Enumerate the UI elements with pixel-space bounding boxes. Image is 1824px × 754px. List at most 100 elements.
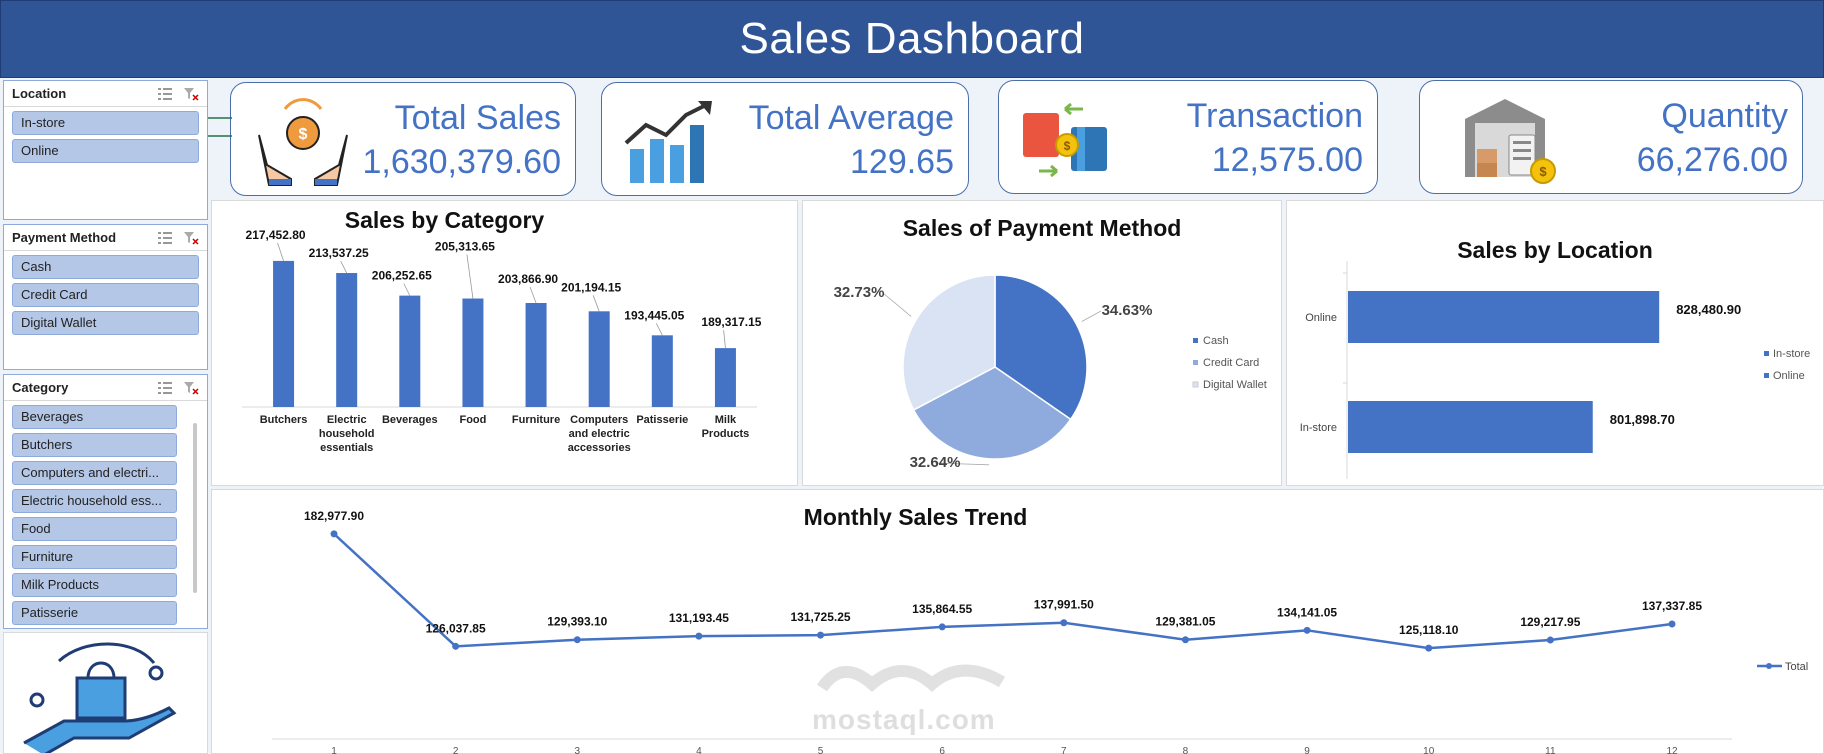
legend-swatch — [1193, 360, 1198, 365]
series-line-total — [333, 532, 1673, 650]
slicer-item-computers[interactable]: Computers and electri... — [12, 461, 177, 485]
slicer-scrollbar[interactable] — [193, 423, 197, 593]
slicer-title: Category — [12, 380, 69, 395]
data-label: 129,217.95 — [1520, 615, 1580, 629]
tick-label: Milk — [715, 414, 737, 426]
slicer-item-patisserie[interactable]: Patisserie — [12, 601, 177, 625]
bar-6 — [651, 335, 673, 407]
data-label: 131,193.45 — [669, 611, 729, 625]
data-label: 126,037.85 — [426, 621, 486, 635]
slicer-item-digital-wallet[interactable]: Digital Wallet — [12, 311, 199, 335]
kpi-label: Total Average — [748, 99, 954, 137]
slicer-item-electric-household[interactable]: Electric household ess... — [12, 489, 177, 513]
data-point — [695, 632, 703, 640]
slicer-item-cash[interactable]: Cash — [12, 255, 199, 279]
leader-line — [592, 295, 600, 312]
payment-chart-panel: Sales of Payment Method 34.63% 32.64% 32.7… — [802, 200, 1282, 486]
tick-label: and electric — [569, 428, 630, 440]
chart-title: Sales by Location — [1457, 237, 1653, 263]
data-label: 129,381.05 — [1155, 615, 1215, 629]
data-label: 193,445.05 — [624, 308, 684, 322]
svg-text:$: $ — [1539, 164, 1547, 179]
multi-select-icon[interactable] — [157, 381, 173, 395]
leader-line — [882, 292, 912, 317]
data-label: 217,452.80 — [246, 228, 306, 242]
data-point — [1303, 626, 1311, 634]
tick-label: Furniture — [512, 414, 560, 426]
data-point — [452, 642, 460, 650]
bar-0 — [1348, 291, 1660, 343]
tick-label: Electric — [327, 414, 367, 426]
leader-line — [529, 286, 537, 304]
leader-line — [655, 323, 663, 336]
data-label: 137,337.85 — [1642, 599, 1702, 613]
tick-label: 3 — [574, 746, 580, 754]
category-slicer: Category Beverages Butchers Computers an… — [3, 374, 208, 629]
slicer-item-butchers[interactable]: Butchers — [12, 433, 177, 457]
leader-line — [340, 260, 348, 274]
data-label: 34.63% — [1102, 302, 1153, 319]
slicer-items: Cash Credit Card Digital Wallet — [4, 251, 207, 343]
slicer-item-beverages[interactable]: Beverages — [12, 405, 177, 429]
slicer-item-food[interactable]: Food — [12, 517, 177, 541]
clear-filter-icon[interactable] — [183, 231, 199, 245]
slicer-item-credit-card[interactable]: Credit Card — [12, 283, 199, 307]
kpi-total-sales: $ Total Sales 1,630,379.60 — [230, 82, 576, 196]
kpi-label: Quantity — [1661, 97, 1788, 135]
tick-label: Products — [702, 428, 750, 440]
slicer-item-online[interactable]: Online — [12, 139, 199, 163]
data-point — [1181, 636, 1189, 644]
slicer-header: Payment Method — [4, 225, 207, 251]
tick-label: 1 — [331, 746, 337, 754]
tick-label: 8 — [1183, 746, 1189, 754]
payment-method-slicer: Payment Method Cash Credit Card Digital … — [3, 224, 208, 370]
watermark-logo — [817, 664, 1006, 692]
tick-label: 9 — [1304, 746, 1310, 754]
data-label: 201,194.15 — [561, 280, 621, 294]
slicer-item-in-store[interactable]: In-store — [12, 111, 199, 135]
legend-marker — [1766, 663, 1772, 669]
legend-swatch — [1192, 381, 1199, 388]
multi-select-icon[interactable] — [157, 87, 173, 101]
data-label: 129,393.10 — [547, 615, 607, 629]
tick-label: Butchers — [260, 414, 308, 426]
slicer-connector — [208, 117, 232, 137]
slicer-item-furniture[interactable]: Furniture — [12, 545, 177, 569]
tick-label: 6 — [939, 746, 945, 754]
monthly-chart-panel: Monthly Sales Trend 182,977.90 1 126,037.8… — [211, 489, 1824, 754]
data-label: 828,480.90 — [1676, 302, 1741, 317]
data-point — [938, 623, 946, 631]
watermark-text: mostaql.com — [812, 704, 996, 735]
tick-label: household — [319, 428, 375, 440]
kpi-value: 1,630,379.60 — [362, 143, 561, 181]
legend-label: Online — [1773, 370, 1805, 382]
data-point — [1060, 619, 1068, 627]
slicer-items: Beverages Butchers Computers and electri… — [4, 401, 207, 628]
data-label: 134,141.05 — [1277, 605, 1337, 619]
bar-1 — [1348, 401, 1593, 453]
legend-label: Credit Card — [1203, 357, 1259, 369]
kpi-transaction: $ Transaction 12,575.00 — [998, 80, 1378, 194]
legend-label: Digital Wallet — [1203, 379, 1267, 391]
legend-swatch — [1764, 373, 1769, 378]
location-bar-chart: 828,480.90 Online 801,898.70 In-store In-sto… — [1300, 261, 1810, 479]
multi-select-icon[interactable] — [157, 231, 173, 245]
payment-pie-chart: 34.63% 32.64% 32.73% Cash Credit Card Digital… — [834, 274, 1267, 471]
data-label: 32.73% — [834, 284, 885, 301]
slicer-header: Category — [4, 375, 207, 401]
tick-label: In-store — [1300, 422, 1337, 434]
clear-filter-icon[interactable] — [183, 87, 199, 101]
tick-label: 4 — [696, 746, 702, 754]
logo-panel — [3, 632, 208, 754]
location-chart-panel: Sales by Location 828,480.90 Online 801,89… — [1286, 200, 1824, 486]
monthly-line-chart: 182,977.90 1 126,037.85 2 129,393.10 3 131,193… — [272, 509, 1808, 754]
kpi-label: Total Sales — [394, 99, 561, 137]
warehouse-icon: $ — [1465, 99, 1556, 184]
slicer-item-milk-products[interactable]: Milk Products — [12, 573, 177, 597]
bar-1 — [336, 273, 358, 407]
legend-label: In-store — [1773, 348, 1810, 360]
tick-label: Food — [459, 414, 486, 426]
chart-title: Sales by Category — [344, 207, 545, 233]
clear-filter-icon[interactable] — [183, 381, 199, 395]
leader-line — [277, 242, 284, 262]
